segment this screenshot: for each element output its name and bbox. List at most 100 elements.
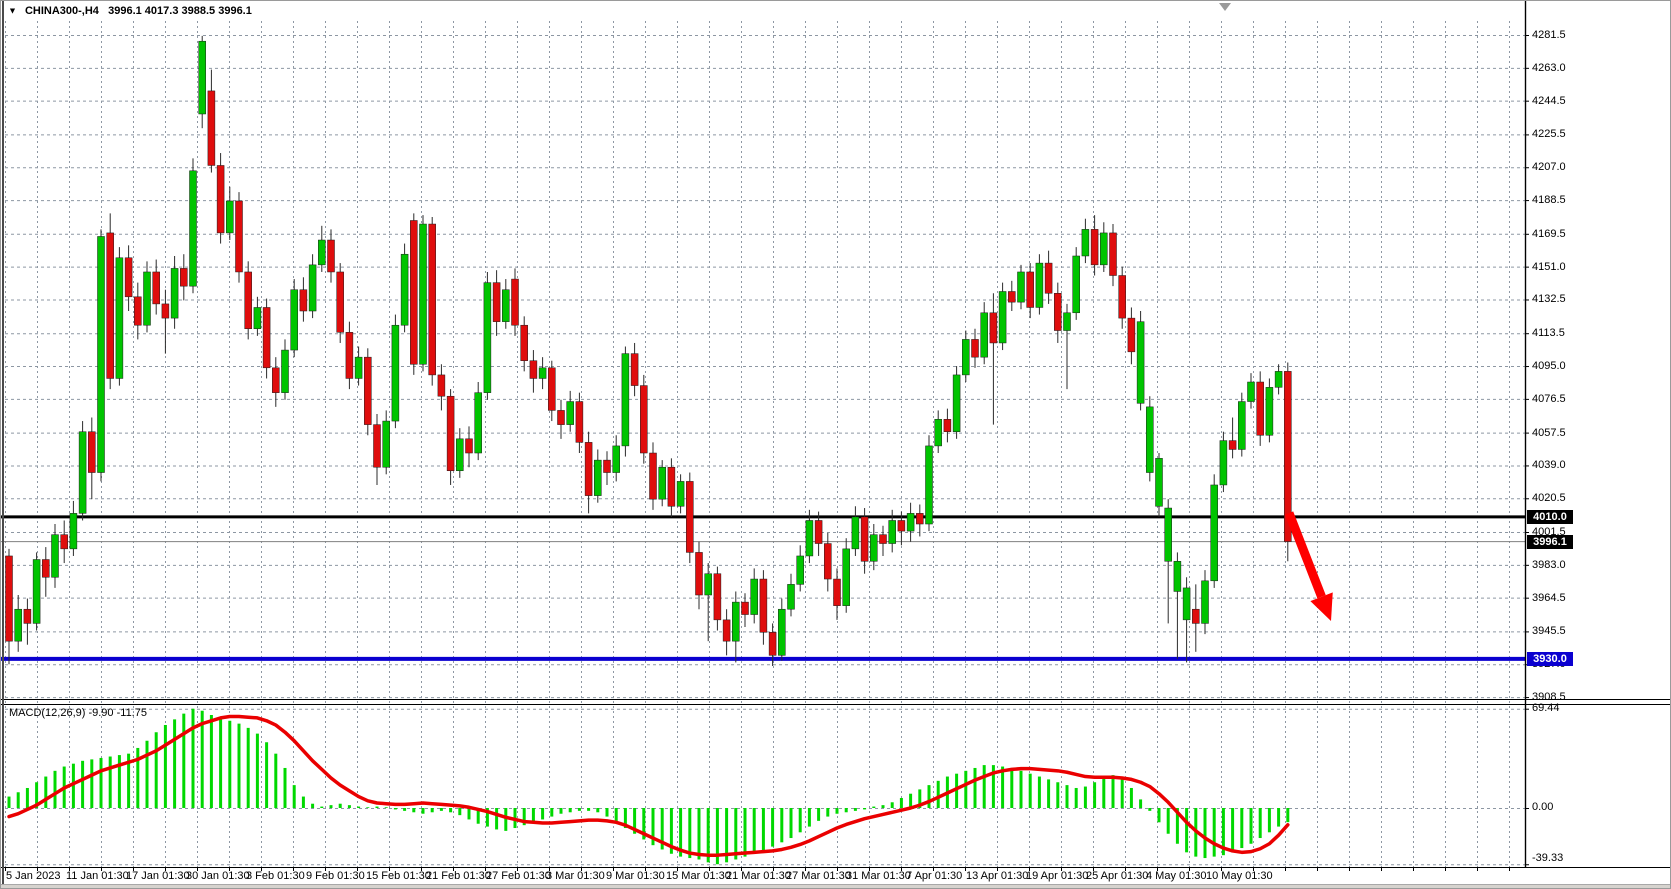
price-axis-label: 4225.5 <box>1532 128 1566 141</box>
symbol-period-label: CHINA300-,H4 <box>24 5 99 17</box>
bullish-candle <box>1146 406 1154 473</box>
bearish-candle <box>511 278 519 326</box>
bullish-candle <box>796 555 804 585</box>
bearish-candle <box>216 165 225 234</box>
bullish-candle <box>400 253 409 326</box>
bullish-candle <box>1274 371 1283 388</box>
bullish-candle <box>750 578 758 615</box>
bullish-candle <box>1219 440 1228 486</box>
bullish-candle <box>419 223 427 365</box>
bullish-candle <box>382 420 390 468</box>
bullish-candle <box>1155 458 1163 507</box>
bullish-candle <box>962 339 970 376</box>
time-axis-label: 15 Mar 01:30 <box>666 870 731 882</box>
bearish-candle <box>943 419 952 432</box>
bearish-candle <box>768 632 777 656</box>
price-axis-label: 4057.5 <box>1532 426 1566 439</box>
macd-indicator-label: MACD(12,26,9) -9.90 -11.75 <box>9 707 147 719</box>
bullish-candle <box>97 236 105 473</box>
down-trend-arrow <box>1284 511 1333 621</box>
price-axis-label: 4169.5 <box>1532 227 1566 240</box>
bullish-candle <box>502 289 510 322</box>
bullish-candle <box>980 312 988 358</box>
bullish-candle <box>870 534 878 562</box>
time-axis-label: 3 Mar 01:30 <box>546 870 605 882</box>
chart-menu-arrow-icon[interactable]: ▼ <box>8 6 17 16</box>
bullish-candle <box>290 289 298 351</box>
bearish-candle <box>575 401 584 443</box>
time-axis-label: 9 Feb 01:30 <box>306 870 365 882</box>
bearish-candle <box>207 90 216 166</box>
price-axis-label: 3964.5 <box>1532 591 1566 604</box>
time-axis-label: 21 Mar 01:30 <box>726 870 791 882</box>
bullish-candle <box>483 282 492 393</box>
price-axis-label: 4095.0 <box>1532 360 1566 373</box>
bullish-candle <box>198 40 206 115</box>
bearish-candle <box>722 619 731 642</box>
bullish-candle <box>143 271 151 326</box>
bullish-candle <box>1072 255 1080 314</box>
bearish-candle <box>630 353 639 386</box>
bullish-candle <box>851 516 860 550</box>
bearish-candle <box>134 296 142 326</box>
price-axis-label: 4151.0 <box>1532 260 1566 273</box>
time-axis-label: 3 Feb 01:30 <box>246 870 305 882</box>
bullish-candle <box>474 392 482 454</box>
bearish-candle <box>897 520 906 532</box>
bearish-candle <box>272 367 280 393</box>
bearish-candle <box>879 534 887 544</box>
bearish-candle <box>492 282 501 322</box>
bullish-candle <box>189 170 197 287</box>
bearish-candle <box>23 608 32 624</box>
price-badge-resistance: 4010.0 <box>1527 509 1573 524</box>
time-axis-label: 10 May 01:30 <box>1206 870 1273 882</box>
bearish-candle <box>244 271 252 330</box>
chart-shift-marker-icon[interactable] <box>1219 3 1231 11</box>
price-axis-label: 4244.5 <box>1532 94 1566 107</box>
candlestick-series <box>5 35 1292 667</box>
horizontal-gridlines <box>5 35 1525 866</box>
bearish-candle <box>649 452 657 500</box>
bearish-candle <box>520 324 528 361</box>
bullish-candle <box>594 459 602 496</box>
bullish-candle <box>1238 401 1246 450</box>
time-axis-label: 25 Apr 01:30 <box>1086 870 1149 882</box>
bullish-candle <box>538 367 547 379</box>
bullish-candle <box>1136 321 1145 404</box>
bearish-candle <box>548 367 556 411</box>
bullish-candle <box>1247 381 1255 402</box>
bearish-candle <box>327 239 335 273</box>
bearish-candle <box>1284 371 1292 542</box>
bearish-candle <box>1044 262 1053 294</box>
bearish-candle <box>299 289 308 312</box>
bullish-candle <box>281 349 289 393</box>
bullish-candle <box>226 200 234 234</box>
bearish-candle <box>1008 291 1016 303</box>
bearish-candle <box>364 356 372 425</box>
time-axis-label: 15 Feb 01:30 <box>366 870 431 882</box>
time-axis-label: 13 Apr 01:30 <box>966 870 1029 882</box>
bullish-candle <box>805 520 814 557</box>
bearish-candle <box>437 374 446 397</box>
bearish-candle <box>824 543 832 580</box>
bearish-candle <box>336 271 344 333</box>
bearish-candle <box>428 223 436 376</box>
bullish-candle <box>658 466 666 500</box>
bullish-candle <box>1265 387 1274 436</box>
bearish-candle <box>686 481 694 553</box>
bearish-candle <box>1192 608 1200 624</box>
bearish-candle <box>860 516 869 562</box>
price-axis-label: 3945.5 <box>1532 625 1566 638</box>
price-axis-label: 3908.5 <box>1532 691 1566 704</box>
bearish-candle <box>1256 381 1264 436</box>
bearish-candle <box>465 438 473 454</box>
bearish-candle <box>1090 229 1099 266</box>
axis-ticks <box>5 35 1529 871</box>
bullish-candle <box>51 534 59 578</box>
bearish-candle <box>759 578 768 633</box>
bearish-candle <box>989 312 998 344</box>
window-bottom-edge <box>1 884 1670 888</box>
bullish-candle <box>318 239 326 266</box>
